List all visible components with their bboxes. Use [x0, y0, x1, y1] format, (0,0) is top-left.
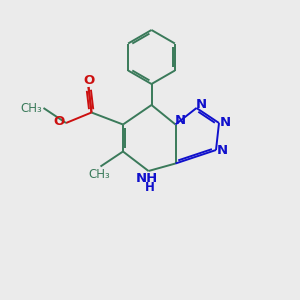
Text: CH₃: CH₃ — [88, 168, 110, 181]
Text: NH: NH — [136, 172, 158, 185]
Text: N: N — [196, 98, 207, 111]
Text: H: H — [145, 181, 154, 194]
Text: N: N — [220, 116, 231, 130]
Text: O: O — [83, 74, 94, 87]
Text: N: N — [217, 143, 228, 157]
Text: O: O — [54, 115, 65, 128]
Text: CH₃: CH₃ — [20, 101, 42, 115]
Text: N: N — [175, 114, 186, 128]
